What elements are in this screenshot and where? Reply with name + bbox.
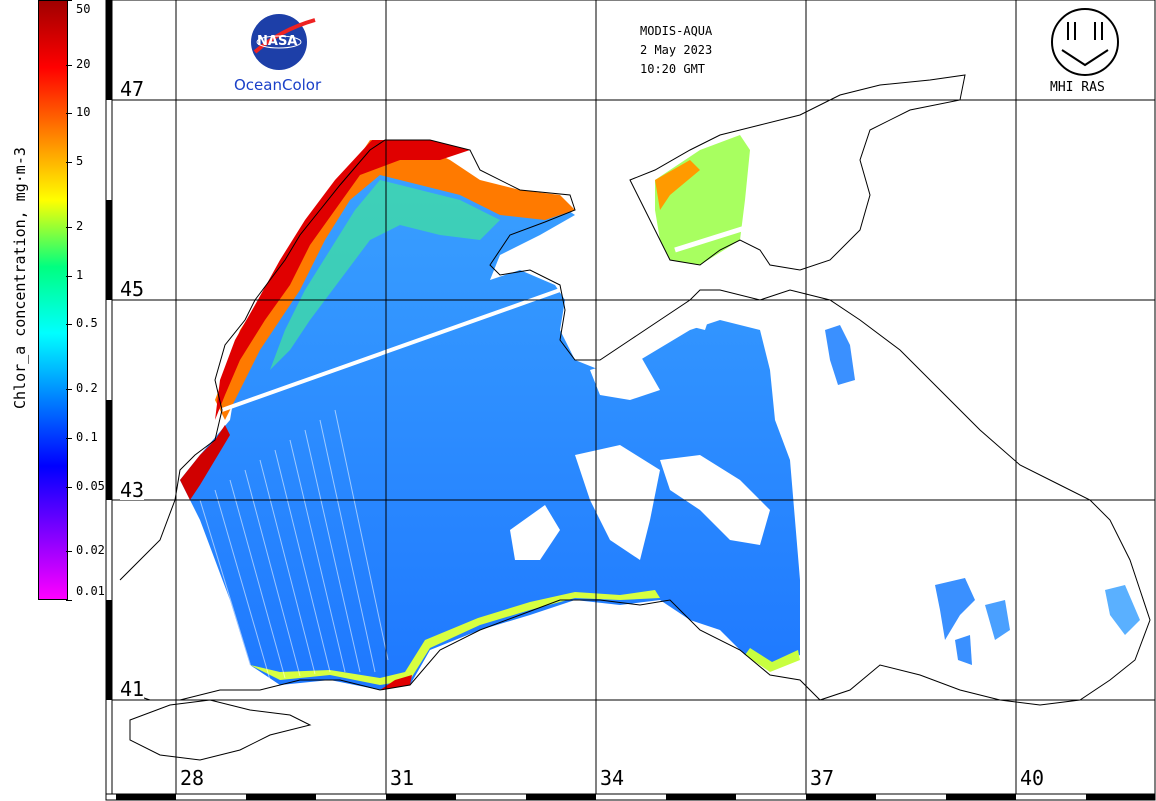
colorbar-tick-label: 20 xyxy=(76,56,91,71)
east-patch-1 xyxy=(825,325,855,385)
lon-label-37: 37 xyxy=(810,766,835,790)
lon-label-40: 40 xyxy=(1020,766,1045,790)
lat-label-45: 45 xyxy=(120,277,145,301)
graticule xyxy=(106,0,1155,800)
east-patch-3 xyxy=(985,600,1010,640)
swath-gap xyxy=(221,288,561,412)
colorbar-tick-mark xyxy=(66,486,72,488)
colorbar-tick-label: 1 xyxy=(76,267,84,282)
nasa-label: NASA xyxy=(257,34,298,49)
colorbar-tick-mark xyxy=(66,162,72,164)
lon-label-28: 28 xyxy=(180,766,205,790)
swath-gap-azov xyxy=(674,225,746,253)
cloud-gap-4 xyxy=(590,355,660,400)
east-patch-5 xyxy=(955,635,972,665)
colorbar-tick-label: 0.05 xyxy=(76,478,105,493)
oceancolor-label: OceanColor xyxy=(234,76,322,94)
cloud-gap-3 xyxy=(510,505,560,560)
azov-sea-field xyxy=(655,135,750,265)
colorbar-tick-label: 0.5 xyxy=(76,316,98,331)
colorbar-tick-mark xyxy=(66,226,72,228)
left-scale-bar xyxy=(105,0,113,801)
colorbar xyxy=(38,0,68,600)
satellite-name: MODIS-AQUA xyxy=(640,24,713,38)
mhi-label: MHI RAS xyxy=(1050,80,1105,95)
mhi-logo xyxy=(1051,8,1119,76)
colorbar-tick-mark xyxy=(66,275,72,277)
south-coast-red-spot xyxy=(380,675,412,690)
azov-coast xyxy=(655,160,700,210)
east-patch-4 xyxy=(1105,585,1140,635)
nw-shelf-green xyxy=(270,180,500,370)
colorbar-tick-label: 10 xyxy=(76,105,91,120)
image-header: MODIS-AQUA 2 May 2023 10:20 GMT xyxy=(640,22,712,79)
lon-label-31: 31 xyxy=(390,766,415,790)
lat-label-43: 43 xyxy=(120,478,145,502)
colorbar-tick-label: 5 xyxy=(76,154,84,169)
colorbar-title: Chlor_a concentration, mg·m-3 xyxy=(11,147,29,409)
nw-coast-red xyxy=(215,140,470,420)
colorbar-tick-label: 50 xyxy=(76,2,91,16)
east-patch-2 xyxy=(935,578,975,640)
colorbar-tick-mark xyxy=(66,0,72,1)
nasa-logo xyxy=(251,14,316,70)
colorbar-tick-label: 0.02 xyxy=(76,543,105,558)
colorbar-tick-mark xyxy=(66,324,72,326)
colorbar-tick-label: 0.2 xyxy=(76,380,98,395)
colorbar-tick-mark xyxy=(66,551,72,553)
colorbar-tick-mark xyxy=(66,113,72,115)
colorbar-tick-label: 2 xyxy=(76,218,84,233)
colorbar-tick-label: 0.1 xyxy=(76,429,98,444)
colorbar-tick-mark xyxy=(66,388,72,390)
bottom-scale-bar xyxy=(105,793,1156,801)
south-coast-band xyxy=(250,590,660,685)
acquisition-date: 2 May 2023 xyxy=(640,43,713,57)
coastlines xyxy=(119,74,1151,761)
west-coast-red xyxy=(180,425,230,500)
lon-label-34: 34 xyxy=(600,766,625,790)
lat-label-41: 41 xyxy=(120,677,145,701)
colorbar-tick-mark xyxy=(66,437,72,439)
colorbar-tick-label: 0.01 xyxy=(76,584,105,598)
colorbar-tick-mark xyxy=(66,64,72,66)
turkey-coast-band xyxy=(745,648,800,672)
lat-label-47: 47 xyxy=(120,77,145,101)
acquisition-time: 10:20 GMT xyxy=(640,62,706,76)
swath-stripes xyxy=(199,409,389,681)
colorbar-tick-mark xyxy=(66,600,72,601)
